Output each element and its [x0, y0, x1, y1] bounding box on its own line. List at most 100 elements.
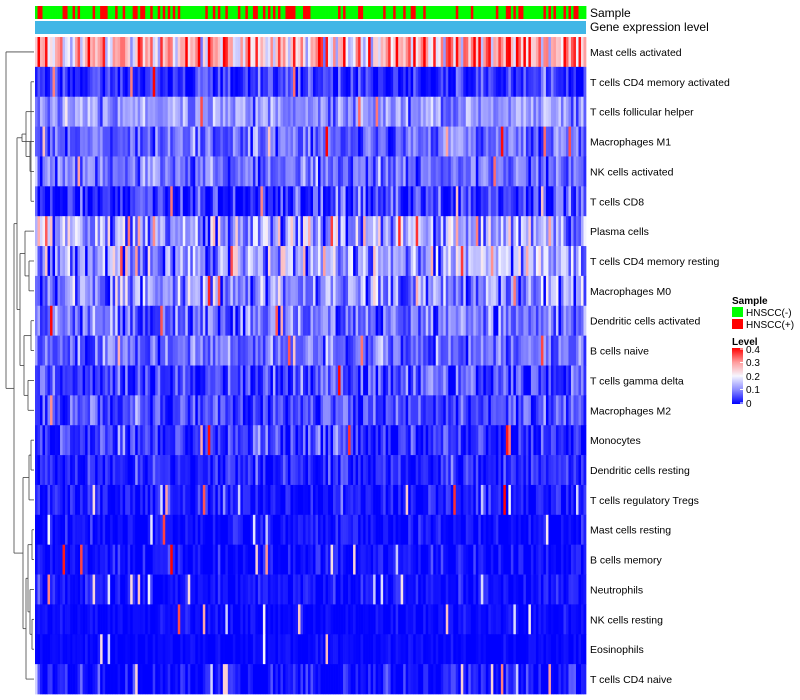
heatmap-cell — [358, 186, 361, 217]
heatmap-cell — [92, 335, 96, 366]
heatmap-cell — [152, 634, 156, 665]
heatmap-cell — [235, 275, 239, 307]
heatmap-cell — [302, 514, 306, 546]
heatmap-cell — [75, 544, 78, 575]
heatmap-cell — [45, 634, 48, 665]
heatmap-cell — [125, 544, 129, 575]
heatmap-cell — [570, 275, 574, 307]
heatmap-cell — [177, 37, 181, 68]
heatmap-cell — [578, 604, 582, 635]
heatmap-cell — [455, 156, 459, 187]
sample-annotation-cell — [295, 6, 299, 19]
heatmap-cell — [62, 156, 66, 187]
heatmap-cell — [222, 156, 226, 187]
heatmap-cell — [292, 425, 296, 456]
heatmap-cell — [308, 604, 311, 635]
heatmap-cell — [365, 395, 369, 426]
heatmap-cell — [235, 66, 239, 98]
heatmap-cell — [247, 455, 251, 486]
heatmap-cell — [85, 484, 88, 516]
heatmap-cell — [90, 455, 93, 486]
heatmap-cell — [165, 37, 169, 68]
heatmap-cell — [195, 37, 199, 68]
heatmap-cell — [107, 246, 111, 277]
heatmap-cell — [400, 335, 404, 366]
heatmap-cell — [483, 335, 487, 366]
heatmap-cell — [297, 395, 301, 426]
heatmap-cell — [35, 335, 38, 366]
heatmap-cell — [197, 96, 201, 127]
heatmap-cell — [565, 395, 569, 426]
sample-annotation-cell — [310, 6, 314, 19]
sample-annotation-cell — [468, 6, 472, 19]
heatmap-cell — [47, 37, 51, 68]
heatmap-cell — [60, 484, 63, 516]
heatmap-cell — [152, 455, 156, 486]
heatmap-cell — [350, 544, 354, 575]
heatmap-cell — [90, 246, 93, 277]
heatmap-cell — [505, 634, 509, 665]
heatmap-cell — [468, 544, 472, 575]
heatmap-cell — [445, 156, 449, 187]
sample-annotation-cell — [383, 6, 387, 19]
heatmap-cell — [418, 455, 422, 486]
heatmap-cell — [117, 96, 121, 127]
heatmap-cell — [460, 335, 464, 366]
heatmap-cell — [318, 126, 321, 157]
heatmap-cell — [473, 96, 477, 127]
heatmap-cell — [450, 37, 454, 68]
heatmap-cell — [403, 544, 407, 575]
heatmap-cell — [50, 66, 53, 98]
heatmap-cell — [237, 484, 241, 516]
heatmap-cell — [553, 484, 557, 516]
heatmap-cell — [242, 156, 246, 187]
heatmap-cell — [458, 425, 462, 456]
heatmap-cell — [75, 305, 78, 336]
heatmap-cell — [558, 186, 562, 217]
heatmap-cell — [390, 305, 394, 336]
heatmap-cell — [210, 186, 214, 217]
heatmap-cell — [100, 455, 103, 486]
heatmap-cell — [107, 126, 111, 157]
heatmap-cell — [277, 275, 281, 307]
heatmap-cell — [325, 216, 329, 247]
heatmap-cell — [297, 156, 301, 187]
heatmap-cell — [455, 574, 459, 605]
heatmap-cell — [465, 365, 469, 396]
heatmap-cell — [72, 37, 76, 68]
heatmap-cell — [142, 96, 146, 127]
heatmap-cell — [343, 634, 346, 665]
heatmap-cell — [57, 514, 61, 546]
heatmap-cell — [500, 425, 504, 456]
heatmap-cell — [275, 216, 279, 247]
heatmap-cell — [340, 335, 344, 366]
heatmap-cell — [305, 395, 309, 426]
heatmap-cell — [458, 305, 462, 336]
heatmap-cell — [67, 246, 71, 277]
heatmap-cell — [535, 216, 539, 247]
heatmap-cell — [127, 305, 131, 336]
heatmap-cell — [428, 455, 432, 486]
heatmap-cell — [90, 305, 93, 336]
heatmap-cell — [568, 365, 572, 396]
heatmap-cell — [210, 335, 214, 366]
heatmap-cell — [145, 305, 149, 336]
heatmap-cell — [430, 275, 434, 307]
heatmap-cell — [135, 664, 139, 695]
heatmap-cell — [287, 96, 291, 127]
heatmap-cell — [215, 335, 219, 366]
heatmap-cell — [323, 544, 326, 575]
heatmap-cell — [525, 186, 529, 217]
heatmap-cell — [350, 365, 354, 396]
heatmap-cell — [37, 455, 41, 486]
heatmap-cell — [42, 455, 46, 486]
heatmap-cell — [67, 484, 71, 516]
heatmap-cell — [217, 335, 221, 366]
heatmap-cell — [282, 156, 286, 187]
heatmap-cell — [140, 634, 144, 665]
heatmap-cell — [360, 335, 364, 366]
heatmap-cell — [453, 126, 457, 157]
heatmap-cell — [247, 604, 251, 635]
heatmap-cell — [373, 425, 376, 456]
heatmap-cell — [563, 126, 567, 157]
